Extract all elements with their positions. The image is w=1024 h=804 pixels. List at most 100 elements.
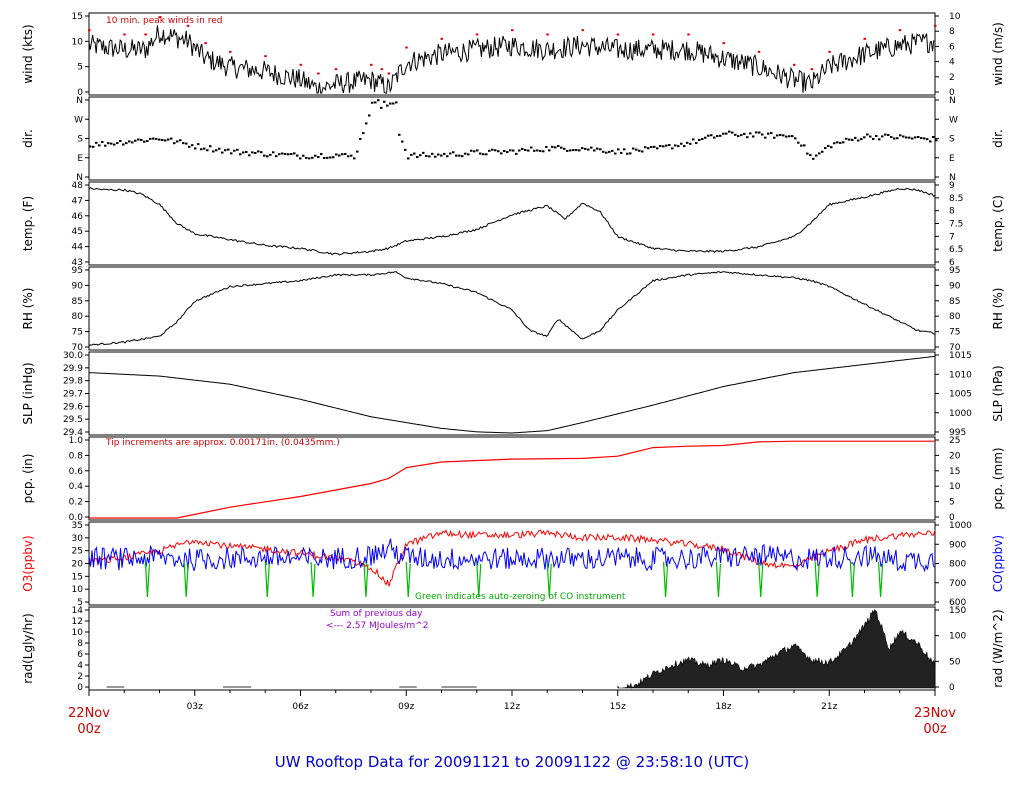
right-tick-label: 7 [949, 232, 955, 242]
direction-point [317, 156, 320, 159]
right-tick-label: 85 [949, 297, 960, 307]
right-tick-label: 90 [949, 281, 961, 291]
direction-point [131, 141, 134, 144]
direction-point [770, 132, 773, 135]
direction-point [314, 154, 317, 157]
direction-point [431, 152, 434, 155]
direction-point [395, 101, 398, 104]
direction-point [845, 137, 848, 140]
direction-point [494, 149, 497, 152]
y-axis-label-right: CO(ppbv) [991, 535, 1005, 592]
co-auto-zero-mark [363, 561, 369, 598]
direction-point [392, 102, 395, 105]
right-tick-label: 6 [949, 42, 955, 52]
left-tick-label: 12 [72, 617, 83, 627]
right-tick-label: 0 [949, 513, 955, 523]
direction-point [203, 147, 206, 150]
direction-point [578, 149, 581, 152]
right-tick-label: 9 [949, 181, 955, 191]
direction-point [215, 149, 218, 152]
direction-point [482, 153, 485, 156]
direction-point [335, 153, 338, 156]
left-tick-label: 0.0 [69, 513, 84, 523]
direction-point [791, 135, 794, 138]
right-tick-label: 15 [949, 467, 960, 477]
direction-point [884, 133, 887, 136]
panel-frame [88, 181, 936, 266]
direction-point [212, 150, 215, 153]
y-axis-label-left: SLP (inHg) [21, 362, 35, 424]
left-tick-label: 10 [72, 585, 84, 595]
direction-point [269, 153, 272, 156]
direction-point [251, 151, 254, 154]
y-axis-label-right: wind (m/s) [991, 22, 1005, 86]
direction-point [596, 147, 599, 150]
x-end-time-label: 00z [923, 722, 947, 737]
right-tick-label: 8 [949, 207, 955, 217]
direction-point [764, 136, 767, 139]
left-tick-label: 20 [72, 560, 84, 570]
left-tick-label: 70 [72, 343, 84, 353]
direction-point [488, 149, 491, 152]
direction-point [587, 148, 590, 151]
direction-point [644, 146, 647, 149]
direction-point [236, 148, 239, 151]
direction-point [338, 154, 341, 157]
direction-point [224, 149, 227, 152]
direction-point [278, 153, 281, 156]
peak-wind-mark [793, 63, 796, 66]
direction-point [602, 150, 605, 153]
y-axis-label-right: rad (W/m^2) [991, 609, 1005, 687]
direction-point [665, 144, 668, 147]
panel-frame [88, 436, 936, 521]
footer-title: UW Rooftop Data for 20091121 to 20091122… [275, 753, 749, 771]
left-tick-label: 5 [77, 598, 83, 608]
direction-point [695, 142, 698, 145]
direction-point [899, 134, 902, 137]
direction-point [320, 153, 323, 156]
left-tick-label: 0.6 [69, 467, 84, 477]
direction-point [692, 138, 695, 141]
direction-point [701, 137, 704, 140]
left-tick-label: 0.2 [69, 498, 83, 508]
x-tick-label: 15z [610, 702, 626, 712]
direction-point [860, 137, 863, 140]
left-tick-label: 10 [72, 37, 84, 47]
direction-point [653, 145, 656, 148]
direction-point [551, 145, 554, 148]
left-tick-label: 29.6 [63, 402, 83, 412]
direction-point [188, 145, 191, 148]
direction-point [257, 150, 260, 153]
direction-point [608, 150, 611, 153]
direction-point [926, 138, 929, 141]
y-axis-label-left: temp. (F) [21, 196, 35, 251]
y-axis-label-right: pcp. (mm) [991, 447, 1005, 509]
y-axis-label-left: rad(Lgly/hr) [21, 613, 35, 684]
direction-point [677, 145, 680, 148]
right-tick-label: 1000 [949, 521, 972, 531]
direction-point [308, 157, 311, 160]
direction-point [722, 132, 725, 135]
direction-point [566, 149, 569, 152]
right-tick-label: W [949, 115, 958, 125]
direction-point [398, 133, 401, 136]
direction-point [242, 151, 245, 154]
direction-point [446, 155, 449, 158]
direction-point [218, 147, 221, 150]
right-tick-label: 1005 [949, 390, 972, 400]
direction-point [299, 157, 302, 160]
series-line-2 [88, 186, 936, 256]
direction-point [881, 135, 884, 138]
direction-point [650, 145, 653, 148]
left-tick-label: 48 [72, 181, 84, 191]
direction-point [575, 149, 578, 152]
direction-point [683, 145, 686, 148]
direction-point [590, 146, 593, 149]
direction-point [557, 144, 560, 147]
direction-point [887, 134, 890, 137]
peak-wind-mark [616, 33, 620, 36]
x-tick-label: 12z [504, 702, 520, 712]
direction-point [209, 145, 212, 148]
direction-point [743, 132, 746, 135]
